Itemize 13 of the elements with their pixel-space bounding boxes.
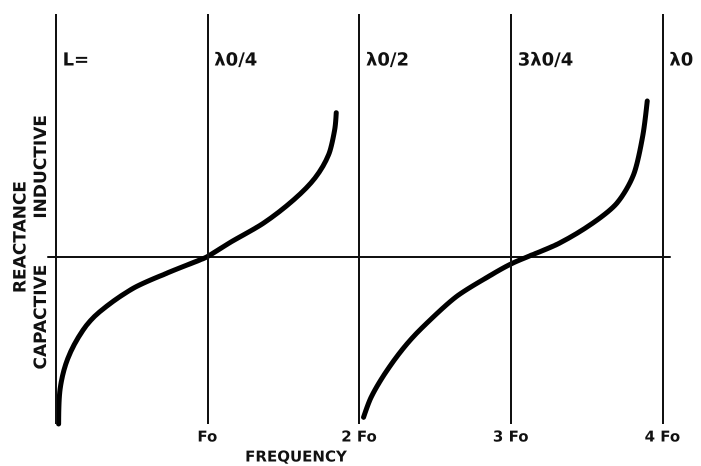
x-axis-title: FREQUENCY [245,447,348,466]
x-tick-label: 4 Fo [644,428,680,446]
x-tick-label: 2 Fo [341,428,377,446]
annotation: INDUCTIVE [31,115,51,219]
x-tick-label: Fo [197,428,218,446]
ref-line-label: 3λ0/4 [518,50,574,70]
ref-line-label: λ0/4 [214,50,258,70]
ref-line-label: L= [62,50,90,70]
annotation: CAPACTIVE [31,264,51,370]
ref-line-label: λ0 [669,50,694,70]
y-axis-title: REACTANCE [10,180,30,294]
x-tick-label: 3 Fo [492,428,529,446]
ref-line-label: λ0/2 [366,50,410,70]
